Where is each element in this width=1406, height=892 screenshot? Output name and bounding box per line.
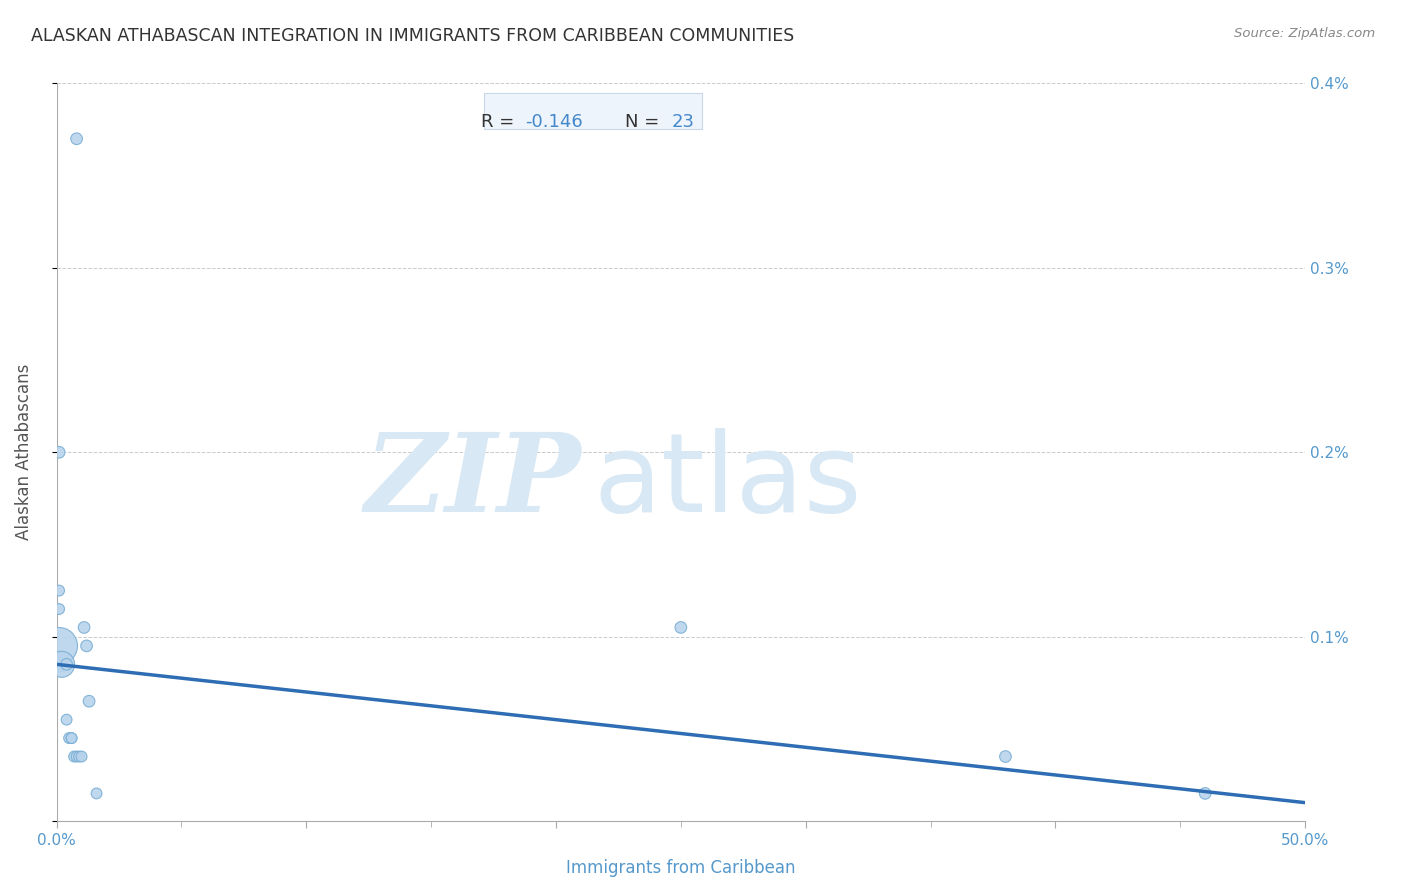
- Text: -0.146: -0.146: [524, 113, 582, 131]
- Point: [60, 731, 83, 745]
- Text: 23: 23: [672, 113, 695, 131]
- Point: [48, 445, 70, 459]
- Point: [669, 620, 692, 634]
- Text: R = -0.146   N = 23: R = -0.146 N = 23: [494, 102, 693, 120]
- Point: [51, 657, 73, 672]
- Point: [48, 657, 70, 672]
- Point: [73, 620, 96, 634]
- X-axis label: Immigrants from Caribbean: Immigrants from Caribbean: [567, 859, 796, 877]
- Text: ALASKAN ATHABASCAN INTEGRATION IN IMMIGRANTS FROM CARIBBEAN COMMUNITIES: ALASKAN ATHABASCAN INTEGRATION IN IMMIGR…: [31, 27, 794, 45]
- Text: atlas: atlas: [593, 428, 862, 535]
- Point: [67, 749, 90, 764]
- Point: [48, 639, 70, 653]
- Point: [86, 786, 108, 800]
- Text: ZIP: ZIP: [364, 428, 581, 535]
- Point: [60, 731, 83, 745]
- Point: [48, 602, 70, 616]
- Point: [994, 749, 1017, 764]
- Point: [76, 639, 98, 653]
- Text: R =: R =: [481, 113, 520, 131]
- Text: N =: N =: [624, 113, 665, 131]
- Point: [55, 713, 77, 727]
- Text: Source: ZipAtlas.com: Source: ZipAtlas.com: [1234, 27, 1375, 40]
- Point: [65, 132, 87, 146]
- Point: [58, 731, 80, 745]
- Y-axis label: Alaskan Athabascans: Alaskan Athabascans: [15, 364, 32, 541]
- Point: [70, 749, 93, 764]
- Point: [77, 694, 100, 708]
- Point: [1194, 786, 1216, 800]
- Point: [65, 749, 87, 764]
- Point: [55, 657, 77, 672]
- Point: [48, 583, 70, 598]
- Point: [63, 749, 86, 764]
